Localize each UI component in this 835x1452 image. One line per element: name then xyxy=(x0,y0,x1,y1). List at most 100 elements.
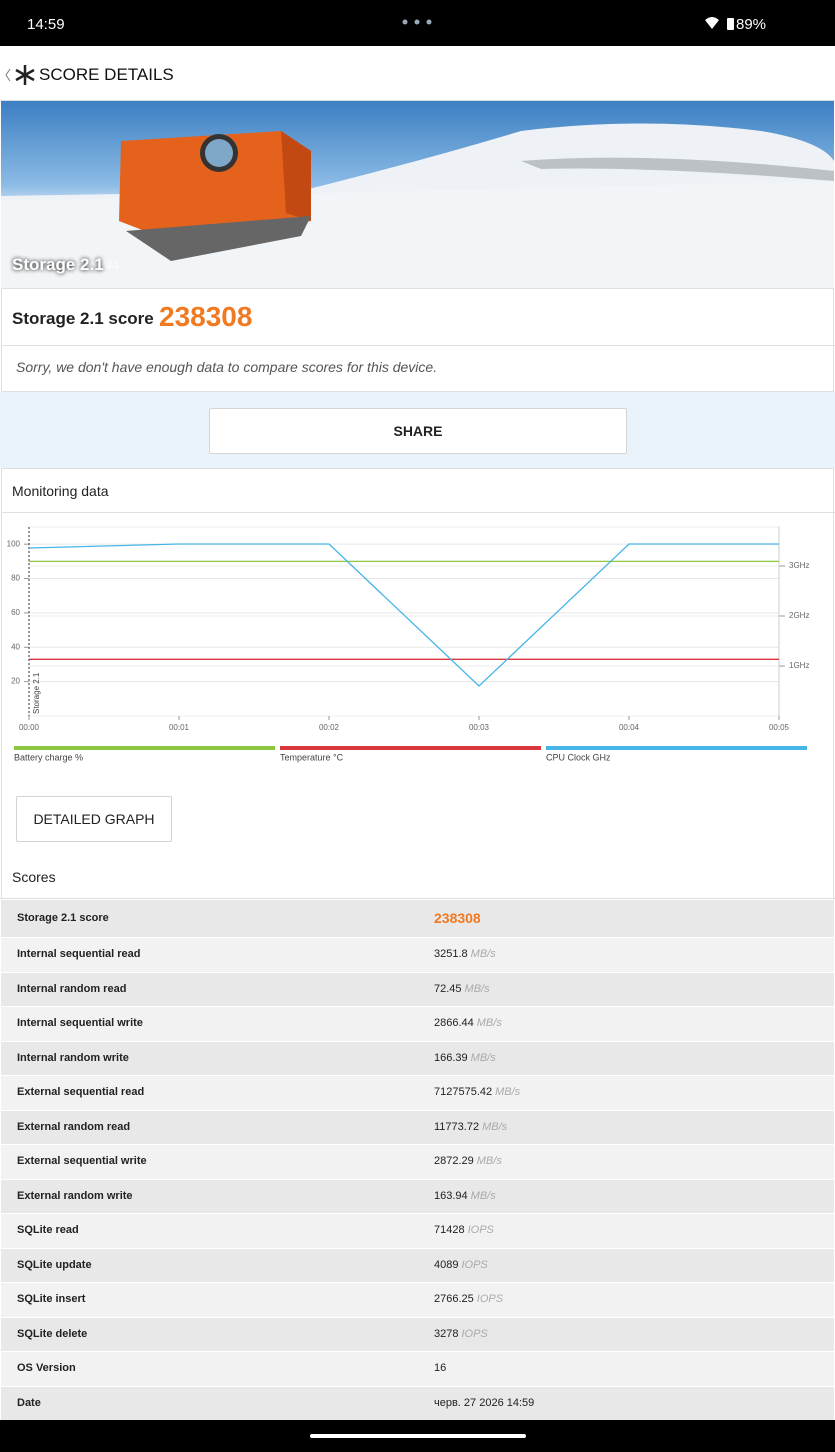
score-label: Storage 2.1 score xyxy=(12,309,154,328)
score-row: Storage 2.1 score 238308 xyxy=(1,900,834,937)
row-unit: MB/s xyxy=(476,1017,502,1029)
battery: 89% xyxy=(736,16,767,33)
row-value: 166.39 xyxy=(434,1051,468,1064)
score-row: External sequential write 2872.29 MB/s xyxy=(1,1145,834,1179)
dots xyxy=(402,19,432,25)
hero-image: Storage 2.1 2.1 xyxy=(1,101,834,288)
row-unit: IOPS xyxy=(461,1327,488,1340)
row-value: 11773.72 xyxy=(434,1120,480,1133)
row-unit: IOPS xyxy=(461,1258,488,1271)
row-value: 71428 xyxy=(434,1224,465,1236)
row-label: Internal random read xyxy=(17,982,127,995)
hero-version: 2.1 xyxy=(107,260,120,270)
score-row: SQLite delete 3278 IOPS xyxy=(1,1317,834,1351)
row-value: 163.94 xyxy=(434,1189,468,1202)
legend-label: Battery charge % xyxy=(14,752,83,762)
score-row: Internal sequential read 3251.8 MB/s xyxy=(1,938,834,972)
x-tick-label: 00:00 xyxy=(19,723,40,732)
row-label: Internal sequential write xyxy=(17,1017,143,1029)
series-line xyxy=(28,543,779,687)
home-indicator[interactable] xyxy=(310,1434,526,1438)
x-tick-label: 00:03 xyxy=(469,723,490,732)
row-value: 3278 xyxy=(434,1327,459,1340)
row-label: Date xyxy=(17,1396,41,1409)
score-value: 238308 xyxy=(159,301,253,332)
row-label: Internal random write xyxy=(17,1051,129,1064)
legend-swatch xyxy=(14,746,275,750)
score-row: External sequential read 7127575.42 MB/s xyxy=(1,1076,834,1110)
x-tick-label: 00:04 xyxy=(619,723,640,732)
row-value: 2872.29 xyxy=(434,1155,474,1167)
page-title: SCORE DETAILS xyxy=(39,65,174,84)
score-row: OS Version 16 xyxy=(1,1352,834,1386)
legend-swatch xyxy=(280,746,541,750)
y-tick-label: 60 xyxy=(11,608,20,617)
legend-label: CPU Clock GHz xyxy=(546,752,611,762)
divider xyxy=(0,898,835,899)
row-value: 3251.8 xyxy=(434,948,468,960)
score-row: Internal random write 166.39 MB/s xyxy=(1,1041,834,1075)
back-icon[interactable] xyxy=(3,64,37,86)
monitoring-title: Monitoring data xyxy=(12,483,109,499)
score-row: External random read 11773.72 MB/s xyxy=(1,1110,834,1144)
row-value: 72.45 xyxy=(434,982,462,995)
row-value: 4089 xyxy=(434,1258,459,1271)
x-tick-label: 00:01 xyxy=(169,723,190,732)
monitoring-card: Monitoring data xyxy=(1,468,835,898)
row-label: SQLite delete xyxy=(17,1327,88,1340)
row-label: SQLite read xyxy=(17,1224,79,1236)
y2-tick-label: 3GHz xyxy=(789,561,809,570)
row-label: External random write xyxy=(17,1189,133,1202)
row-label: OS Version xyxy=(17,1362,76,1374)
row-unit: MB/s xyxy=(495,1086,521,1098)
app-bar: SCORE DETAILS xyxy=(0,46,835,101)
y-tick-label: 100 xyxy=(7,539,21,548)
row-value: 2866.44 xyxy=(434,1017,474,1029)
divider xyxy=(2,512,835,513)
notice: Sorry, we don't have enough data to comp… xyxy=(16,359,438,375)
score-row: Internal sequential write 2866.44 MB/s xyxy=(1,1007,834,1041)
row-label: External sequential write xyxy=(17,1155,147,1167)
legend-label: Temperature °C xyxy=(280,752,344,762)
x-tick-label: 00:02 xyxy=(319,723,340,732)
score-row: External random write 163.94 MB/s xyxy=(1,1179,834,1213)
row-label: External sequential read xyxy=(17,1086,145,1098)
plot-area xyxy=(28,526,780,717)
share-button[interactable]: SHARE xyxy=(209,408,627,454)
annotation: Storage 2.1 xyxy=(32,672,41,714)
monitoring-chart: 20 40 60 80 100 1GHz 2GHz 3GHz 00:00 00:01 00:02 00… xyxy=(7,526,809,762)
y2-tick-label: 1GHz xyxy=(789,661,809,670)
score-row: SQLite read 71428 IOPS xyxy=(1,1214,834,1248)
hero-label: Storage 2.1 xyxy=(12,255,104,274)
row-unit: MB/s xyxy=(470,1051,496,1064)
divider xyxy=(2,345,835,346)
status-bar: 14:59 89% xyxy=(0,0,835,46)
score-row: Internal random read 72.45 MB/s xyxy=(1,972,834,1006)
clock: 14:59 xyxy=(27,16,65,33)
row-value: 238308 xyxy=(434,910,481,926)
y2-tick-label: 2GHz xyxy=(789,611,809,620)
detailed-graph-button[interactable]: DETAILED GRAPH xyxy=(16,796,172,842)
scores-title: Scores xyxy=(12,869,56,885)
hero-art xyxy=(1,123,834,288)
y-tick-label: 40 xyxy=(11,642,20,651)
wifi-battery-icons xyxy=(705,17,734,30)
row-unit: MB/s xyxy=(464,982,490,995)
row-unit: IOPS xyxy=(476,1293,504,1305)
row-value: 16 xyxy=(434,1362,447,1374)
y-tick-label: 80 xyxy=(11,574,20,583)
row-unit: MB/s xyxy=(482,1120,508,1133)
row-label: SQLite update xyxy=(17,1258,92,1271)
row-label: External random read xyxy=(17,1120,131,1133)
row-value: 7127575.42 xyxy=(434,1086,493,1098)
row-label: Internal sequential read xyxy=(17,948,141,960)
score-row: SQLite update 4089 IOPS xyxy=(1,1248,834,1282)
row-unit: MB/s xyxy=(476,1155,502,1167)
x-tick-label: 00:05 xyxy=(769,723,790,732)
row-unit: MB/s xyxy=(470,948,496,960)
row-value: 2766.25 xyxy=(434,1293,474,1305)
row-unit: IOPS xyxy=(467,1224,494,1236)
row-label: Storage 2.1 score xyxy=(17,912,109,924)
nav-bar xyxy=(0,1420,835,1452)
